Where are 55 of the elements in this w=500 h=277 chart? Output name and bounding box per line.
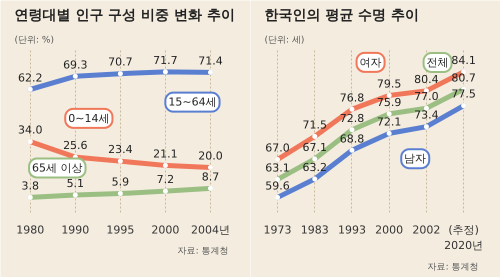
series-label: 65세 이상	[32, 161, 83, 174]
x-tick-label: 2002	[412, 224, 440, 236]
data-label: 71.5	[302, 118, 327, 132]
data-label: 62.2	[18, 71, 43, 84]
x-tick-label: 2004년	[190, 224, 230, 236]
data-label: 77.5	[451, 88, 476, 101]
text: 0~14세	[68, 112, 110, 125]
data-label: 3.8	[22, 179, 40, 192]
x-tick-label: 1993	[338, 224, 366, 236]
data-label: 75.9	[376, 96, 402, 109]
data-label: 80.4	[414, 72, 439, 86]
data-label: 76.8	[340, 91, 364, 104]
chart-subtitle: (단위: 세)	[264, 36, 304, 46]
data-label: 5.1	[66, 177, 84, 190]
x-tick-label: 1980	[16, 224, 44, 236]
chart-subtitle: (단위: %)	[14, 36, 54, 46]
data-label: 71.7	[153, 54, 178, 67]
data-label: 25.6	[63, 139, 88, 152]
data-label: 34.0	[18, 124, 43, 137]
x-tick-label: 2000	[375, 224, 404, 236]
data-label: 69.3	[63, 58, 88, 72]
data-label: 20.0	[198, 149, 223, 162]
data-label: 72.8	[340, 112, 364, 125]
data-label: 59.6	[265, 179, 290, 192]
data-label: 72.1	[376, 115, 402, 128]
data-label: 71.4	[198, 54, 223, 68]
text: 15~64세	[168, 96, 217, 109]
data-label: 8.7	[202, 170, 220, 184]
data-label: 63.1	[265, 161, 290, 174]
data-label: 67.0	[265, 142, 290, 154]
data-label: 77.0	[414, 90, 439, 104]
data-label: 63.2	[302, 160, 327, 174]
data-label: 73.4	[414, 108, 439, 122]
text: 전체	[426, 56, 449, 70]
data-label: 5.9	[112, 176, 130, 189]
chart-title: 연령대별 인구 구성 비중 변화 추이	[14, 8, 235, 24]
x-tick-label: 1995	[106, 224, 134, 236]
data-label: 21.1	[153, 147, 178, 160]
x-tick-label: 1973	[264, 224, 292, 236]
data-label: 84.1	[451, 54, 476, 67]
data-label: 70.7	[108, 56, 133, 69]
data-label: 23.4	[108, 143, 133, 156]
text: 자료: 통계청	[428, 262, 479, 272]
data-label: 79.5	[376, 77, 402, 90]
data-label: 7.2	[156, 173, 174, 186]
x-tick-label: 1990	[61, 224, 90, 236]
x-tick-label: 1983	[300, 224, 329, 236]
data-label: 67.1	[302, 140, 327, 154]
data-label: 68.8	[340, 132, 364, 146]
text: 여자	[360, 56, 382, 69]
x-tick-label: (추정) 2020년	[444, 224, 484, 252]
series-label: 남자	[404, 152, 426, 166]
x-tick-label: 2000	[151, 224, 180, 236]
chart-title: 한국인의 평균 수명 추이	[264, 8, 420, 24]
text: 자료: 통계청	[178, 246, 229, 256]
